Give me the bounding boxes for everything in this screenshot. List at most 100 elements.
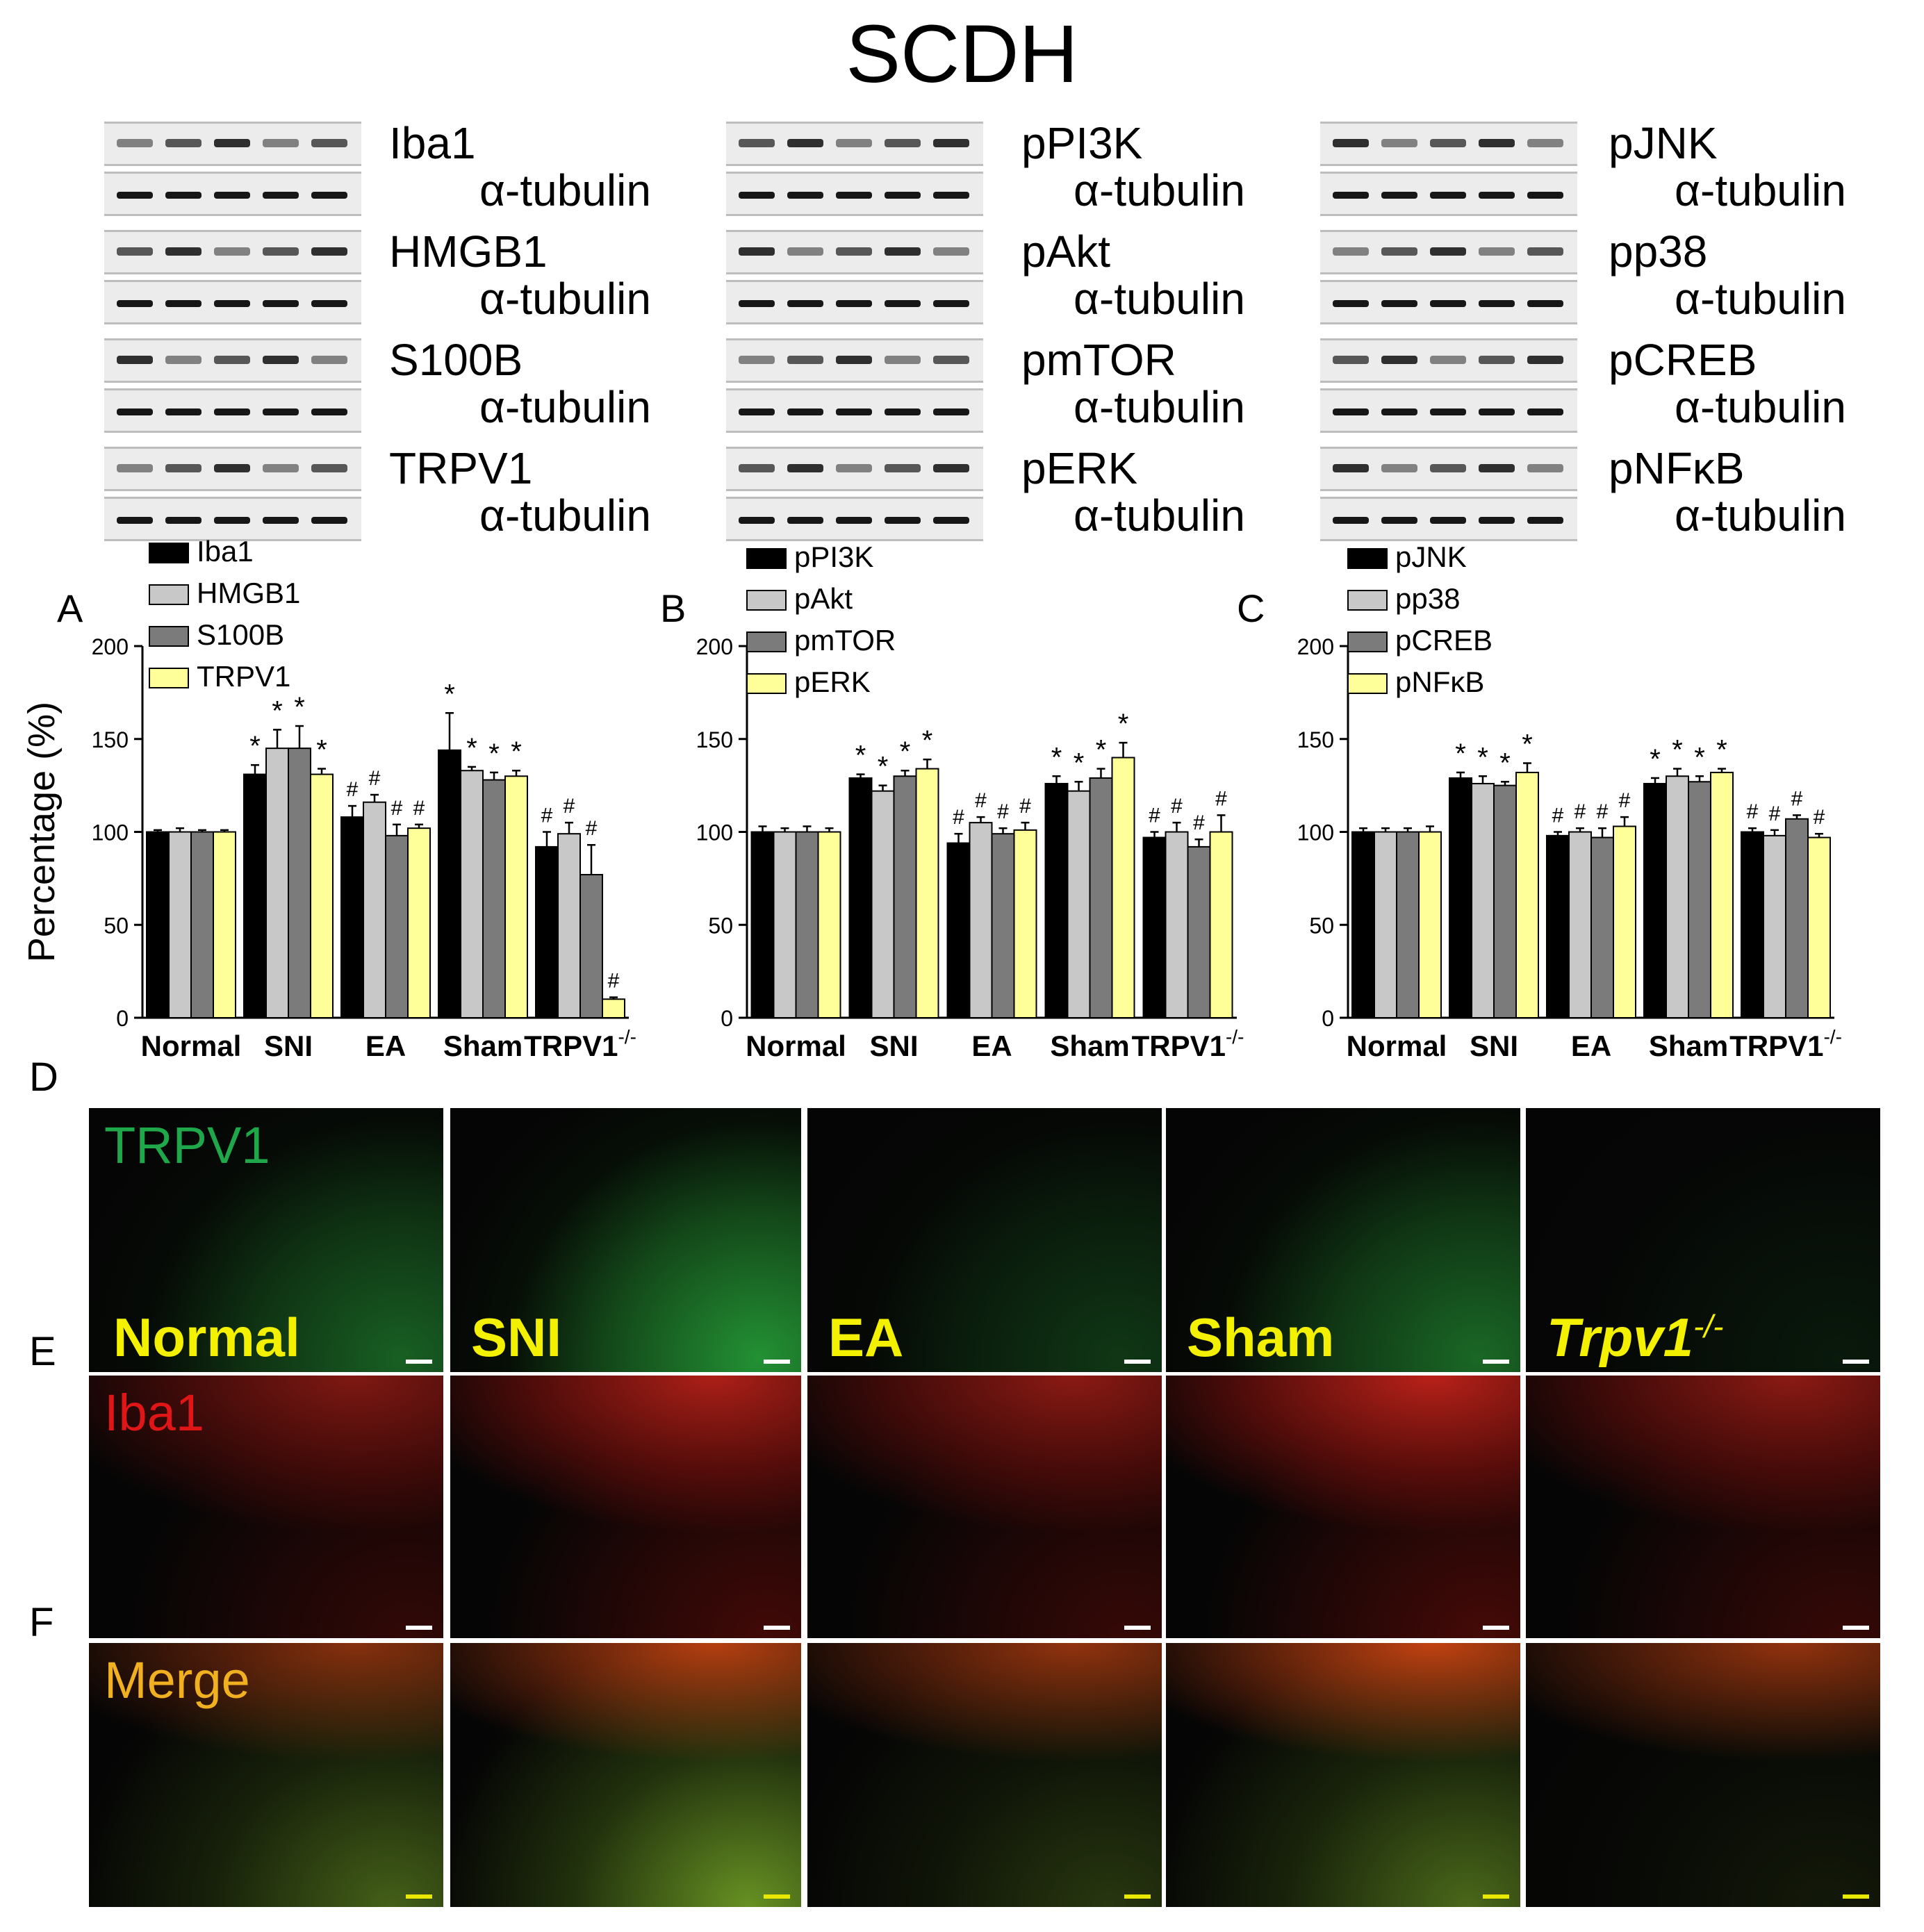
category-label: EA [365,1030,406,1062]
significance-mark: # [413,797,425,820]
category-label: SNI [1470,1030,1518,1062]
blot-band [933,356,969,364]
blot-control-label: α-tubulin [1675,490,1846,540]
legend-label: pPI3K [794,540,873,573]
bar [1187,845,1211,1019]
blot-band [214,517,250,524]
bar [795,831,819,1018]
bar [265,748,289,1018]
scale-bar [406,1626,432,1630]
blot-band [117,247,153,256]
blot-control-label: α-tubulin [479,274,651,324]
category-label: Normal [746,1030,846,1062]
blot-control-label: α-tubulin [1074,382,1245,432]
blot-target-label: pmTOR [1021,335,1176,385]
blot-band [117,517,153,524]
blot-band [165,464,202,472]
blot-band [1381,300,1417,307]
bar [1449,777,1472,1019]
blot-control-label: α-tubulin [479,382,651,432]
bar [243,773,267,1018]
category-label: Sham [1050,1030,1129,1062]
blot-band [117,192,153,199]
blot-band [1381,356,1417,364]
bar [1710,771,1734,1019]
legend-label: pNFκB [1395,666,1484,698]
blot-target-label: HMGB1 [389,226,548,276]
blot-band [311,139,347,147]
blot-band [1333,139,1369,147]
category-label: EA [971,1030,1012,1062]
blot-band [1333,464,1369,472]
blot-band [1479,356,1515,364]
significance-mark: # [1552,804,1564,827]
blot-band [933,464,969,472]
blot-strip-control [104,497,361,541]
blot-band [885,300,921,307]
bar [1666,775,1689,1018]
scale-bar [764,1626,790,1630]
blot-target-label: S100B [389,335,523,385]
blot-band [1479,408,1515,415]
significance-mark: # [1149,804,1160,827]
blot-strip-target [104,447,361,491]
bar [1374,831,1397,1018]
bar [750,831,775,1018]
blot-band [933,247,969,256]
y-tick-label: 0 [1322,1006,1334,1031]
blot-strip-control [726,388,983,433]
blot-band [1479,247,1515,256]
blot-strip-control [1320,388,1577,433]
blot-control-label: α-tubulin [1675,165,1846,215]
significance-mark: # [997,800,1009,823]
bar [893,775,917,1018]
blot-band [214,408,250,415]
y-tick-label: 0 [116,1006,129,1031]
channel-label: Iba1 [104,1384,205,1442]
legend-label: pERK [794,666,871,698]
scale-bar [406,1894,432,1899]
bar [1209,831,1233,1018]
blot-strip-target [104,122,361,166]
bar [190,831,214,1018]
blot-strip-target [104,230,361,274]
y-tick-label: 150 [1297,727,1334,752]
blot-strip-target [1320,338,1577,383]
micrograph-tile: Merge [89,1643,443,1907]
blot-strip-control [104,388,361,433]
bar [1111,757,1135,1018]
significance-mark: # [953,806,964,829]
blot-strip-target [726,447,983,491]
blot-strip-target [726,230,983,274]
bar [602,998,625,1018]
significance-mark: * [1716,735,1727,766]
channel-label: TRPV1 [104,1116,270,1174]
blot-band [263,408,299,415]
blot-band [1527,192,1563,199]
blot-band [263,517,299,524]
blot-band [885,247,921,256]
blot-band [1430,139,1466,147]
blot-band [311,192,347,199]
blot-band [787,300,823,307]
blot-target-label: pp38 [1609,226,1708,276]
group-label: SNI [471,1307,562,1368]
blot-strip-control [104,280,361,324]
group-label: Sham [1187,1307,1335,1368]
blot-band [263,300,299,307]
significance-mark: * [1694,742,1705,773]
blot-band [311,300,347,307]
blot-band [1527,464,1563,472]
bar [1351,831,1375,1018]
y-tick-label: 0 [721,1006,733,1031]
significance-mark: # [1769,802,1781,825]
bar [385,834,409,1018]
category-label: TRPV1-/- [1132,1026,1244,1062]
scale-bar [1843,1626,1869,1630]
category-label: EA [1571,1030,1611,1062]
blot-band [739,300,775,307]
blot-band [739,247,775,256]
blot-band [1430,517,1466,524]
blot-band [165,247,202,256]
blot-band [885,408,921,415]
